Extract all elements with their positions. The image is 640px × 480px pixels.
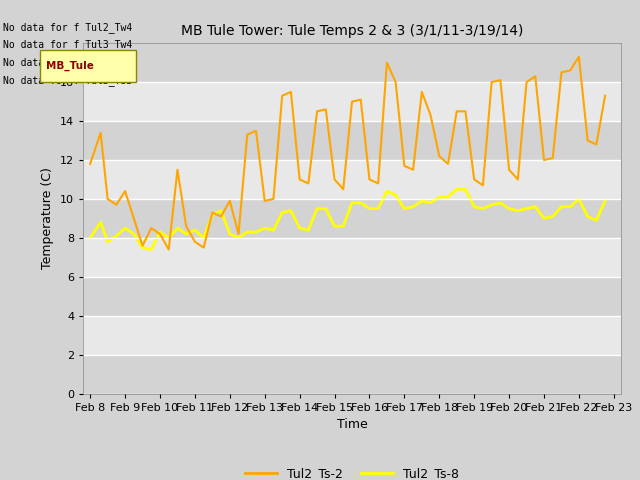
Bar [83,121,621,160]
Text: No data for f Tul3_Ts3: No data for f Tul3_Ts3 [3,75,132,86]
Bar [83,316,621,355]
Bar [83,355,621,394]
Text: No data for f Tul2_Tw4: No data for f Tul2_Tw4 [3,22,132,33]
Bar [83,82,621,121]
Legend: Tul2_Ts-2, Tul2_Ts-8: Tul2_Ts-2, Tul2_Ts-8 [241,462,463,480]
Title: MB Tule Tower: Tule Temps 2 & 3 (3/1/11-3/19/14): MB Tule Tower: Tule Temps 2 & 3 (3/1/11-… [181,24,523,38]
Bar [83,43,621,82]
Bar [83,199,621,238]
Text: MB_Tule: MB_Tule [46,61,94,72]
Bar [83,160,621,199]
Bar [83,277,621,316]
Text: No data for f Tul3_Tw4: No data for f Tul3_Tw4 [3,39,132,50]
Y-axis label: Temperature (C): Temperature (C) [42,168,54,269]
Text: No data for f Tul3_Ts2: No data for f Tul3_Ts2 [3,57,132,68]
X-axis label: Time: Time [337,418,367,431]
Bar [83,238,621,277]
